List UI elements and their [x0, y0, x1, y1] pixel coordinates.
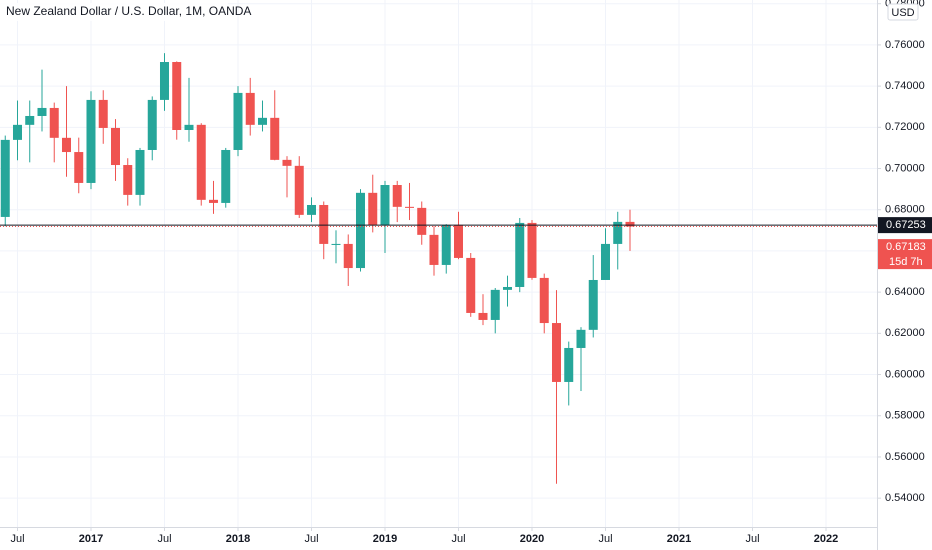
candle-body	[319, 204, 329, 244]
candle-body	[331, 243, 341, 245]
candle-body	[25, 115, 35, 125]
y-tick-label: 0.74000	[885, 80, 925, 92]
candle-body	[123, 165, 133, 195]
candle-body	[98, 99, 108, 128]
candle-body	[404, 206, 414, 208]
candle-body	[245, 92, 255, 125]
candle-body	[576, 329, 586, 348]
candle-body	[380, 185, 390, 225]
candle-body	[392, 185, 402, 207]
x-tick-label: 2019	[373, 533, 397, 545]
candle-body	[159, 62, 169, 100]
candle-body	[527, 222, 537, 278]
y-tick-label: 0.56000	[885, 451, 925, 463]
y-tick-label: 0.70000	[885, 162, 925, 174]
title-background	[0, 3, 228, 21]
candle-body	[184, 124, 194, 130]
y-tick-label: 0.64000	[885, 286, 925, 298]
candle-body	[417, 207, 427, 235]
candle-body	[37, 107, 47, 116]
x-tick-label: Jul	[10, 533, 24, 545]
x-tick-label: 2017	[79, 533, 103, 545]
candle-body	[625, 221, 635, 227]
y-tick-label: 0.76000	[885, 39, 925, 51]
y-tick-label: 0.58000	[885, 410, 925, 422]
candle-body	[0, 139, 10, 217]
candle-body	[564, 347, 574, 382]
candle-body	[147, 99, 157, 150]
x-tick-label: Jul	[304, 533, 318, 545]
x-tick-label: 2022	[814, 533, 838, 545]
axes: 0.54000 0.56000 0.58000 0.60000 0.62000 0.640…	[10, 0, 932, 545]
candle-body	[490, 289, 500, 320]
candle-body	[551, 323, 561, 382]
x-tick-label: Jul	[598, 533, 612, 545]
candle-body	[441, 224, 451, 265]
candle-body	[196, 124, 206, 200]
candle-body	[233, 92, 243, 150]
candle-body	[355, 192, 365, 269]
candle-body	[368, 192, 378, 225]
candle-body	[61, 137, 71, 153]
y-tick-label: 0.68000	[885, 204, 925, 216]
x-tick-label: Jul	[745, 533, 759, 545]
x-tick-label: 2021	[667, 533, 691, 545]
crosshair-price-label: 0.67253	[886, 219, 926, 231]
crosshair-price-box	[878, 217, 932, 234]
candle-body	[110, 127, 120, 166]
candle-body	[172, 62, 182, 130]
candle-body	[306, 204, 316, 215]
candle-body	[600, 243, 610, 280]
candle-body	[294, 165, 304, 215]
grid	[0, 0, 877, 527]
currency-box[interactable]	[887, 3, 919, 21]
candle-body	[502, 286, 512, 290]
candle-body	[429, 234, 439, 265]
candle-body	[86, 99, 96, 183]
last-price-box	[878, 239, 932, 270]
candle-body	[257, 117, 267, 125]
x-tick-label: Jul	[157, 533, 171, 545]
currency-label[interactable]: USD	[891, 7, 914, 19]
candle-body	[588, 279, 598, 330]
candle-body	[613, 221, 623, 244]
candle-body	[466, 257, 476, 313]
candle-body	[74, 152, 84, 183]
y-tick-label: 0.54000	[885, 492, 925, 504]
candle-body	[478, 312, 488, 320]
candles	[0, 53, 877, 484]
x-tick-label: 2018	[226, 533, 250, 545]
candle-body	[453, 224, 463, 258]
candle-body	[343, 243, 353, 269]
candle-body	[270, 117, 280, 160]
y-tick-label: 0.62000	[885, 327, 925, 339]
candle-body	[539, 277, 549, 324]
candle-body	[12, 124, 22, 140]
last-price-label: 0.67183	[886, 241, 926, 253]
y-tick-label: 0.60000	[885, 368, 925, 380]
countdown-label: 15d 7h	[889, 256, 923, 268]
candle-body	[135, 149, 145, 195]
candle-body	[49, 107, 59, 138]
candle-body	[282, 159, 292, 166]
x-tick-label: Jul	[451, 533, 465, 545]
chart-title: New Zealand Dollar / U.S. Dollar, 1M, OA…	[6, 4, 251, 18]
y-tick-label: 0.72000	[885, 121, 925, 133]
x-tick-label: 2020	[520, 533, 544, 545]
candle-body	[515, 222, 525, 287]
candle-body	[208, 199, 218, 203]
candle-body	[221, 149, 231, 203]
